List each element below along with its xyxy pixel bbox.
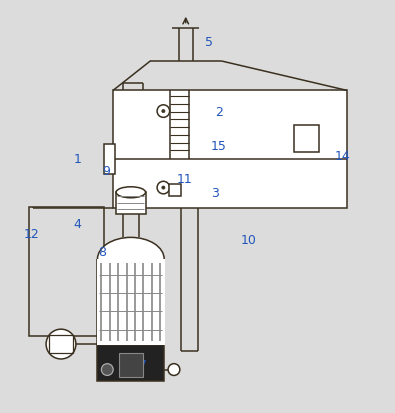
Text: 2: 2	[215, 106, 223, 119]
Text: 7: 7	[139, 358, 147, 371]
Text: 15: 15	[211, 139, 227, 152]
Bar	[29, 207, 104, 337]
Ellipse shape	[116, 188, 145, 198]
Bar	[113, 91, 346, 209]
Bar	[169, 184, 181, 197]
Circle shape	[168, 364, 180, 375]
Bar	[119, 353, 143, 377]
Text: 1: 1	[74, 153, 82, 166]
Text: 5: 5	[205, 36, 213, 49]
Text: 14: 14	[335, 149, 350, 162]
Text: 10: 10	[241, 233, 256, 246]
Circle shape	[162, 187, 165, 190]
Bar	[98, 345, 164, 381]
Text: 9: 9	[102, 165, 110, 178]
Text: 3: 3	[211, 186, 219, 199]
Text: 13: 13	[52, 341, 67, 354]
Bar	[49, 336, 73, 353]
Text: 11: 11	[177, 173, 192, 185]
Bar	[97, 259, 165, 345]
Bar	[116, 193, 145, 214]
Text: 12: 12	[24, 228, 40, 240]
Bar	[293, 126, 319, 152]
Bar	[104, 145, 115, 174]
Circle shape	[157, 106, 169, 118]
Circle shape	[157, 182, 169, 195]
Text: 4: 4	[73, 218, 81, 230]
Ellipse shape	[98, 238, 164, 281]
Text: 8: 8	[99, 245, 107, 258]
Circle shape	[102, 364, 113, 375]
Circle shape	[46, 329, 76, 359]
Circle shape	[162, 110, 165, 114]
